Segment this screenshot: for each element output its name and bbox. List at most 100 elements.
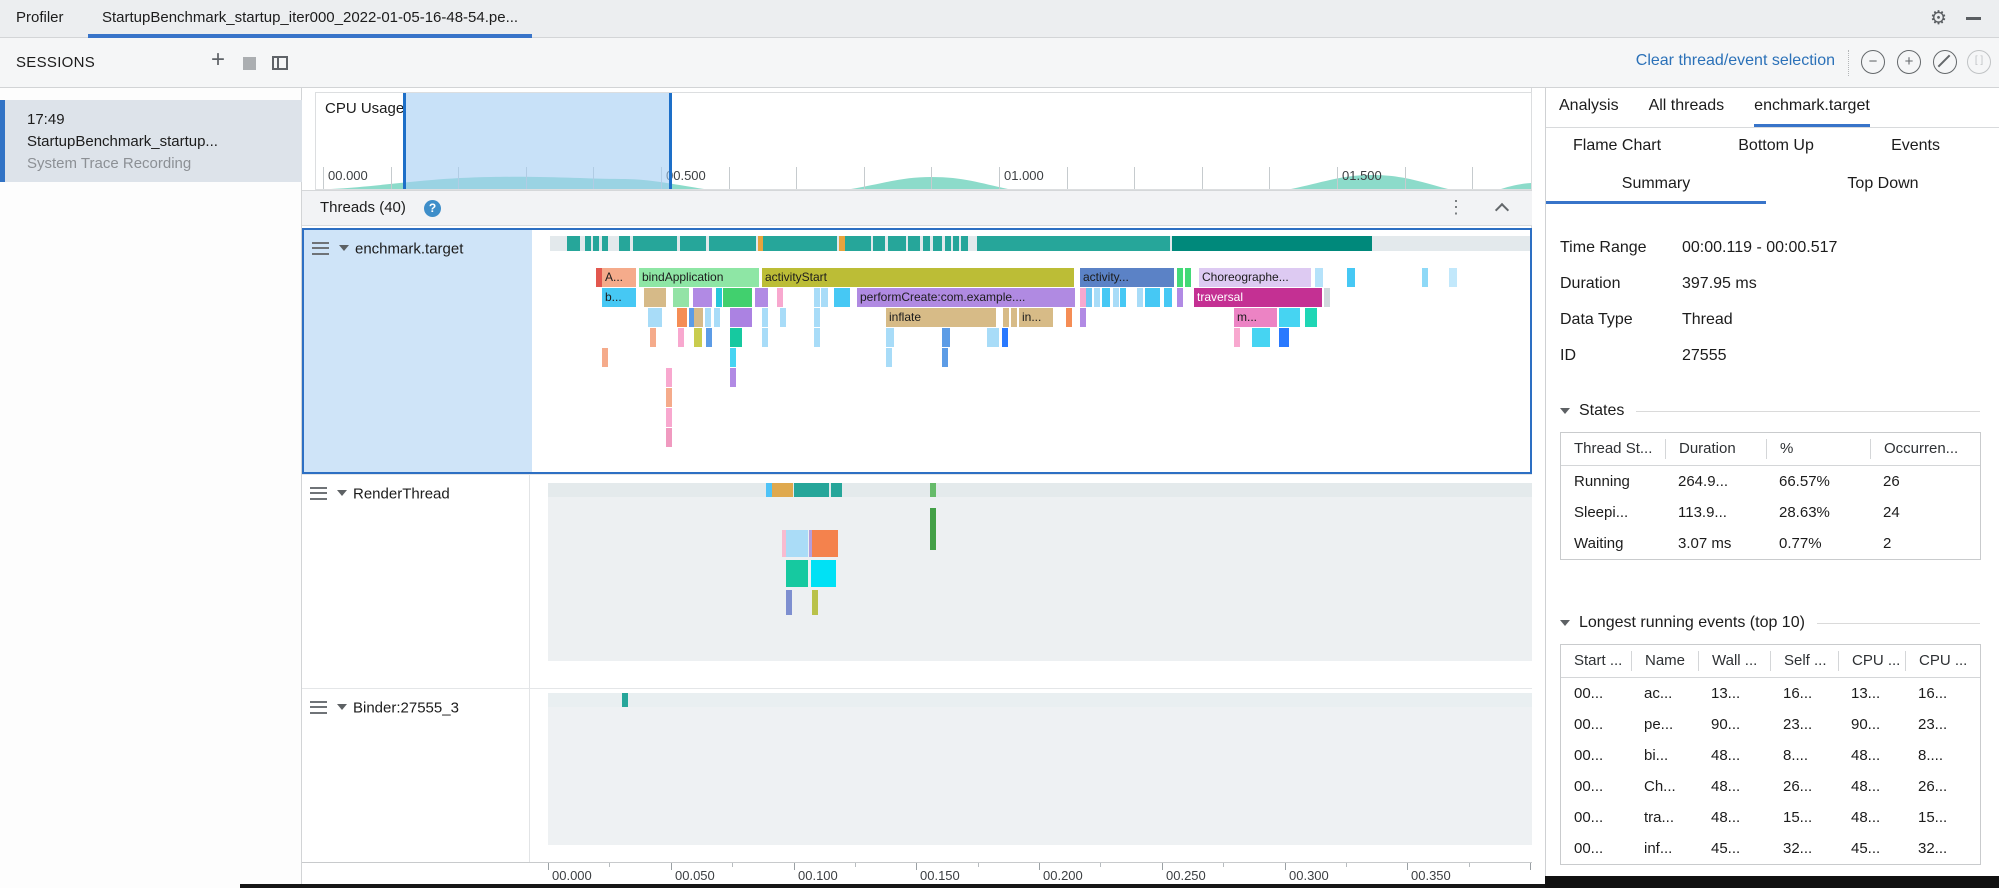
trace-event-sliver[interactable] bbox=[1252, 328, 1270, 347]
trace-event-sliver[interactable] bbox=[716, 288, 722, 307]
states-section-header[interactable]: States bbox=[1560, 402, 1980, 420]
trace-event-sliver[interactable] bbox=[567, 236, 580, 251]
trace-event-sliver[interactable] bbox=[633, 236, 677, 251]
trace-event-sliver[interactable] bbox=[1347, 268, 1355, 287]
tab-top-down[interactable]: Top Down bbox=[1847, 174, 1919, 192]
drag-handle-icon[interactable] bbox=[310, 701, 327, 715]
trace-event-sliver[interactable] bbox=[811, 560, 836, 587]
trace-event-sliver[interactable] bbox=[786, 590, 792, 615]
trace-event-span[interactable]: Choreographe... bbox=[1199, 268, 1311, 287]
thread-label-binder[interactable]: Binder:27555_3 bbox=[302, 689, 530, 858]
trace-event-span[interactable]: A... bbox=[602, 268, 636, 287]
trace-event-sliver[interactable] bbox=[723, 288, 752, 307]
column-header[interactable]: Occurren... bbox=[1870, 439, 1980, 459]
cpu-usage-panel[interactable]: 00.000 00.500 01.000 01.500 CPU Usage bbox=[315, 92, 1532, 190]
trace-event-sliver[interactable] bbox=[1279, 308, 1300, 327]
trace-event-sliver[interactable] bbox=[694, 308, 703, 327]
trace-event-sliver[interactable] bbox=[1324, 288, 1330, 307]
trace-event-sliver[interactable] bbox=[666, 368, 672, 387]
table-row[interactable]: Sleepi... 113.9... 28.63% 24 bbox=[1561, 497, 1980, 528]
trace-event-sliver[interactable] bbox=[942, 328, 950, 347]
table-row[interactable]: 00... bi... 48... 8.... 48... 8.... bbox=[1561, 740, 1980, 771]
trace-event-sliver[interactable] bbox=[987, 328, 999, 347]
trace-event-sliver[interactable] bbox=[730, 328, 742, 347]
trace-event-sliver[interactable] bbox=[834, 288, 850, 307]
thread-label-partial[interactable] bbox=[302, 850, 530, 862]
trace-event-sliver[interactable] bbox=[794, 483, 829, 497]
zoom-in-button[interactable]: + bbox=[1897, 50, 1921, 74]
trace-event-sliver[interactable] bbox=[923, 236, 930, 251]
trace-event-sliver[interactable] bbox=[730, 368, 736, 387]
trace-event-sliver[interactable] bbox=[933, 236, 942, 251]
trace-event-sliver[interactable] bbox=[694, 328, 702, 347]
trace-event-span[interactable]: traversal bbox=[1194, 288, 1322, 307]
trace-event-sliver[interactable] bbox=[1177, 268, 1183, 287]
trace-event-span[interactable]: activityStart bbox=[762, 268, 1074, 287]
column-header[interactable]: CPU ... bbox=[1838, 651, 1905, 671]
trace-event-sliver[interactable] bbox=[678, 328, 684, 347]
trace-event-sliver[interactable] bbox=[1080, 288, 1086, 307]
collapse-sessions-panel-icon[interactable] bbox=[272, 56, 288, 70]
trace-event-sliver[interactable] bbox=[705, 308, 711, 327]
column-header[interactable]: Thread St... bbox=[1574, 440, 1653, 457]
trace-event-sliver[interactable] bbox=[1164, 288, 1172, 307]
trace-event-sliver[interactable] bbox=[1449, 268, 1457, 287]
trace-event-sliver[interactable] bbox=[961, 236, 968, 251]
add-session-button[interactable]: + bbox=[210, 46, 225, 73]
selection-range[interactable] bbox=[403, 93, 672, 189]
tab-bottom-up[interactable]: Bottom Up bbox=[1738, 136, 1814, 154]
trace-event-sliver[interactable] bbox=[886, 328, 894, 347]
trace-event-sliver[interactable] bbox=[1315, 268, 1323, 287]
trace-event-sliver[interactable] bbox=[814, 328, 820, 347]
trace-event-sliver[interactable] bbox=[622, 693, 628, 707]
trace-event-sliver[interactable] bbox=[1185, 268, 1191, 287]
trace-event-sliver[interactable] bbox=[1102, 288, 1110, 307]
tab-enchmark-target[interactable]: enchmark.target bbox=[1754, 88, 1870, 127]
trace-event-sliver[interactable] bbox=[666, 388, 672, 407]
trace-event-span[interactable]: bindApplication bbox=[639, 268, 759, 287]
trace-event-sliver[interactable] bbox=[1145, 288, 1160, 307]
expand-triangle-icon[interactable] bbox=[339, 244, 349, 251]
collapse-threads-icon[interactable] bbox=[1494, 202, 1510, 218]
column-header[interactable]: % bbox=[1766, 439, 1870, 459]
trace-event-sliver[interactable] bbox=[812, 590, 818, 615]
trace-event-sliver[interactable] bbox=[1011, 308, 1017, 327]
trace-event-sliver[interactable] bbox=[602, 348, 608, 367]
trace-event-sliver[interactable] bbox=[758, 236, 764, 251]
trace-event-sliver[interactable] bbox=[650, 328, 656, 347]
trace-event-sliver[interactable] bbox=[1305, 308, 1317, 327]
trace-event-sliver[interactable] bbox=[680, 236, 706, 251]
column-header[interactable]: Name bbox=[1631, 651, 1698, 671]
table-row[interactable]: 00... tra... 48... 15... 48... 15... bbox=[1561, 802, 1980, 833]
trace-event-sliver[interactable] bbox=[977, 236, 1170, 251]
table-row[interactable]: 00... inf... 45... 32... 45... 32... bbox=[1561, 833, 1980, 864]
trace-event-sliver[interactable] bbox=[908, 236, 920, 251]
trace-event-sliver[interactable] bbox=[1422, 268, 1428, 287]
table-row[interactable]: 00... ac... 13... 16... 13... 16... bbox=[1561, 678, 1980, 709]
trace-event-sliver[interactable] bbox=[1279, 328, 1289, 347]
trace-event-sliver[interactable] bbox=[602, 236, 608, 251]
trace-event-sliver[interactable] bbox=[942, 348, 948, 367]
trace-event-sliver[interactable] bbox=[730, 348, 736, 367]
trace-event-sliver[interactable] bbox=[648, 308, 662, 327]
tab-summary[interactable]: Summary bbox=[1546, 166, 1766, 204]
trace-event-sliver[interactable] bbox=[831, 483, 842, 497]
trace-event-sliver[interactable] bbox=[714, 308, 720, 327]
trace-event-sliver[interactable] bbox=[930, 508, 936, 550]
session-item[interactable]: 17:49 StartupBenchmark_startup... System… bbox=[0, 100, 302, 182]
zoom-out-button[interactable]: − bbox=[1861, 50, 1885, 74]
trace-event-sliver[interactable] bbox=[1003, 308, 1009, 327]
trace-event-sliver[interactable] bbox=[812, 530, 838, 557]
stop-session-button[interactable] bbox=[243, 57, 256, 70]
tab-events[interactable]: Events bbox=[1891, 136, 1940, 154]
trace-event-sliver[interactable] bbox=[839, 236, 845, 251]
trace-event-sliver[interactable] bbox=[772, 483, 793, 497]
session-file-tab[interactable]: StartupBenchmark_startup_iter000_2022-01… bbox=[88, 0, 533, 38]
column-header[interactable]: CPU ... bbox=[1905, 651, 1980, 671]
drag-handle-icon[interactable] bbox=[312, 242, 329, 256]
trace-event-sliver[interactable] bbox=[786, 560, 808, 587]
trace-event-sliver[interactable] bbox=[1094, 288, 1100, 307]
trace-event-sliver[interactable] bbox=[673, 288, 689, 307]
trace-event-sliver[interactable] bbox=[766, 483, 772, 497]
expand-triangle-icon[interactable] bbox=[337, 703, 347, 710]
